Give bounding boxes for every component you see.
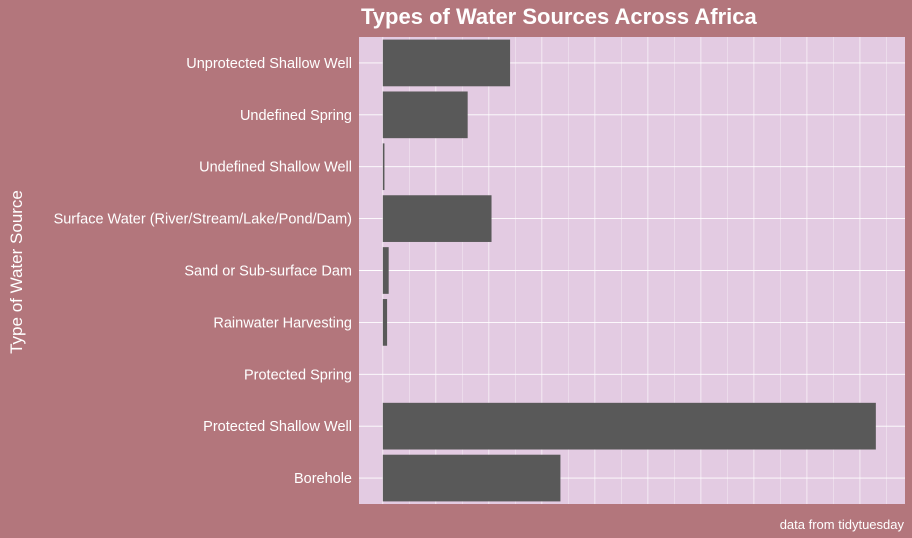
chart-caption: data from tidytuesday bbox=[779, 517, 904, 532]
bar bbox=[382, 454, 561, 502]
y-tick-label: Undefined Spring bbox=[240, 108, 352, 124]
y-tick-label: Unprotected Shallow Well bbox=[186, 56, 352, 72]
y-tick-label: Surface Water (River/Stream/Lake/Pond/Da… bbox=[54, 212, 352, 228]
y-tick-label: Undefined Shallow Well bbox=[199, 160, 352, 176]
y-tick-label: Protected Spring bbox=[244, 367, 352, 383]
bar bbox=[382, 299, 388, 346]
y-tick-label: Rainwater Harvesting bbox=[213, 315, 352, 331]
bar bbox=[382, 39, 511, 87]
y-tick-label: Borehole bbox=[294, 471, 352, 487]
bar bbox=[382, 402, 876, 450]
chart-title: Types of Water Sources Across Africa bbox=[361, 4, 757, 29]
y-tick-label: Protected Shallow Well bbox=[203, 419, 352, 435]
bar bbox=[382, 143, 385, 191]
bar bbox=[382, 195, 492, 242]
bar bbox=[382, 91, 468, 139]
bar bbox=[382, 247, 389, 294]
y-tick-label: Sand or Sub-surface Dam bbox=[184, 264, 352, 280]
